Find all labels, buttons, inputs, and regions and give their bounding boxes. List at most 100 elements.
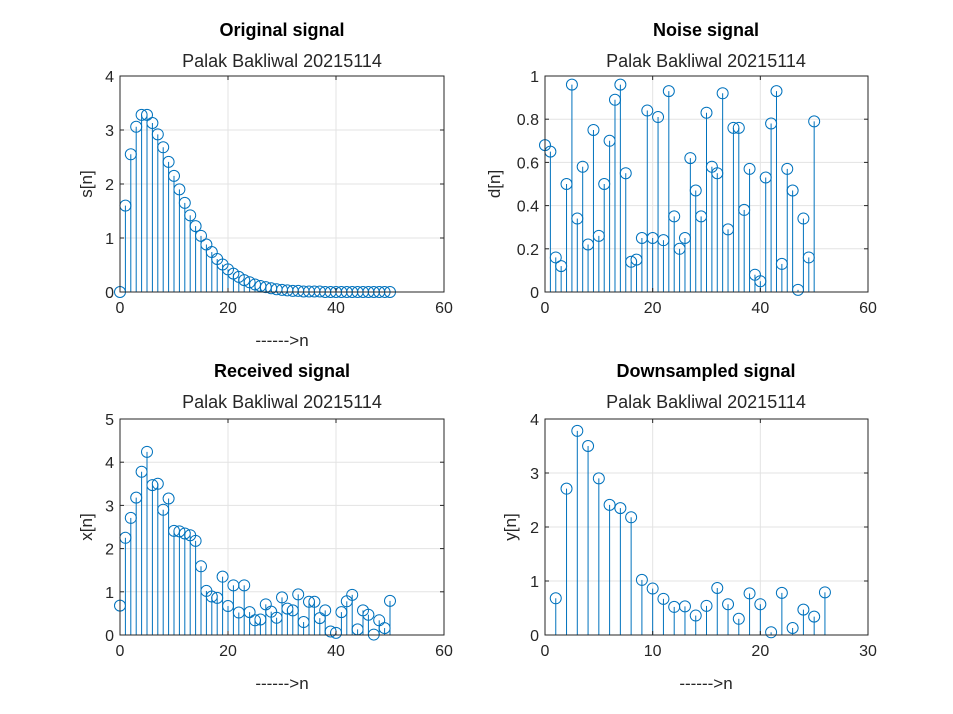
stem-marker: [775, 586, 788, 599]
stem-marker: [162, 155, 175, 168]
stem-marker: [560, 482, 573, 495]
stem-marker: [716, 87, 729, 100]
stem-marker: [722, 223, 735, 236]
stem-marker: [286, 604, 299, 617]
stem-marker: [592, 472, 605, 485]
stem-marker: [668, 210, 681, 223]
stem-marker: [362, 608, 375, 621]
stem-marker: [689, 609, 702, 622]
stem-marker: [195, 229, 207, 242]
stem-marker: [781, 162, 794, 175]
stem-marker: [135, 108, 148, 121]
stem-marker: [555, 260, 568, 273]
y-tick-label: 4: [105, 455, 114, 472]
x-tick-label: 40: [327, 300, 345, 317]
stem-marker: [249, 614, 261, 627]
stem-marker: [619, 167, 632, 180]
x-tick-label: 30: [859, 643, 877, 660]
x-tick-label: 20: [751, 643, 769, 660]
stem-marker: [124, 511, 137, 524]
x-tick-label: 60: [435, 643, 453, 660]
stem-marker: [625, 255, 638, 268]
stem-marker: [173, 183, 186, 196]
stem-marker: [270, 611, 283, 624]
subplot-title: Downsampled signal: [616, 361, 795, 381]
stem-marker: [727, 121, 740, 134]
stem-marker: [184, 209, 197, 222]
subplot-subtitle: Palak Bakliwal 20215114: [606, 392, 806, 412]
stem-marker: [124, 148, 137, 161]
stem-marker: [378, 622, 391, 635]
stem-marker: [603, 134, 616, 147]
stem-marker: [770, 85, 783, 98]
stem-marker: [808, 115, 821, 128]
stem-marker: [130, 120, 143, 133]
subplot-subtitle: Palak Bakliwal 20215114: [182, 51, 382, 71]
stem-marker: [292, 588, 305, 601]
y-tick-label: 0.2: [517, 242, 539, 259]
stem-marker: [775, 257, 788, 270]
stem-marker: [173, 525, 186, 538]
subplot-received-signal: Received signal Palak Bakliwal 20215114 …: [77, 361, 453, 693]
ticks: 0 20 40 60 0 1 2 3 4 5: [105, 412, 453, 660]
stem-marker: [571, 424, 584, 437]
y-tick-label: 4: [530, 412, 539, 429]
stem-marker: [146, 479, 159, 492]
y-tick-label: 1: [530, 574, 539, 591]
stem-marker: [732, 121, 745, 134]
stem-marker: [178, 527, 191, 540]
y-tick-label: 0: [105, 628, 114, 645]
stem-marker: [678, 600, 691, 613]
stem-marker: [571, 212, 584, 225]
stem-marker: [238, 579, 251, 592]
stem-marker: [254, 613, 267, 626]
stem-marker: [646, 582, 659, 595]
stem-marker: [808, 610, 821, 623]
stem-marker: [238, 274, 251, 287]
stem-series: [549, 424, 831, 639]
stem-marker: [592, 229, 605, 242]
stem-marker: [162, 492, 175, 505]
stem-marker: [759, 171, 772, 184]
y-tick-label: 0: [105, 285, 114, 302]
stem-marker: [303, 595, 315, 608]
stem-marker: [630, 253, 643, 266]
y-tick-label: 1: [105, 585, 114, 602]
x-axis-label: ------>n: [255, 331, 308, 350]
x-tick-label: 10: [644, 643, 662, 660]
y-tick-label: 0: [530, 628, 539, 645]
stem-marker: [195, 560, 207, 573]
stem-series: [539, 78, 821, 296]
y-tick-label: 3: [105, 498, 114, 515]
y-tick-label: 3: [105, 123, 114, 140]
x-tick-label: 0: [116, 300, 125, 317]
subplot-subtitle: Palak Bakliwal 20215114: [606, 51, 806, 71]
stem-marker: [151, 128, 164, 141]
stem-marker: [614, 502, 627, 515]
stem-marker: [243, 276, 256, 289]
stem-marker: [560, 178, 573, 190]
stem-marker: [608, 93, 621, 106]
x-tick-label: 40: [327, 643, 345, 660]
x-tick-label: 60: [435, 300, 453, 317]
stem-marker: [765, 626, 778, 639]
stem-marker: [319, 604, 332, 617]
stem-marker: [216, 570, 229, 583]
stem-marker: [276, 591, 288, 604]
stem-marker: [603, 498, 616, 511]
stem-marker: [549, 592, 562, 605]
stem-marker: [151, 477, 164, 490]
stem-marker: [157, 503, 170, 516]
stem-marker: [732, 612, 745, 625]
stem-marker: [786, 184, 799, 197]
ticks: 0 10 20 30 0 1 2 3 4: [530, 412, 877, 660]
stem-marker: [189, 220, 202, 233]
stem-marker: [754, 275, 767, 288]
x-axis-label: ------>n: [255, 674, 308, 693]
stem-marker: [689, 184, 702, 197]
stem-marker: [673, 242, 686, 255]
stem-marker: [598, 178, 611, 190]
stem-marker: [330, 626, 342, 639]
y-tick-label: 0.4: [517, 199, 539, 216]
